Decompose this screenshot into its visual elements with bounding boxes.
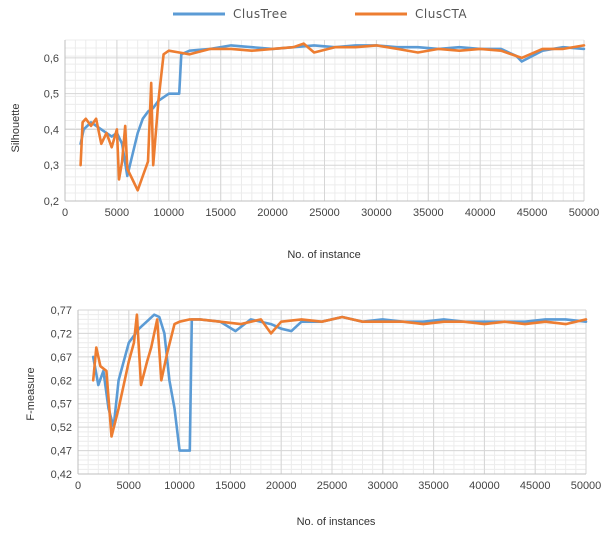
x-tick-label: 20000 xyxy=(266,480,297,492)
y-tick-label: 0,57 xyxy=(51,399,72,411)
f-measure-y-ticks: 0,42 0,47 0,52 0,57 0,62 0,67 0,72 0,77 xyxy=(51,305,72,481)
f-measure-series xyxy=(91,313,588,452)
y-tick-label: 0,4 xyxy=(44,124,59,136)
silhouette-chart: 0,2 0,3 0,4 0,5 0,6 0 5000 10000 15000 20000 2500… xyxy=(10,39,599,261)
x-tick-label: 50000 xyxy=(569,207,600,219)
y-tick-label: 0,2 xyxy=(44,196,59,208)
x-tick-label: 25000 xyxy=(309,207,340,219)
x-tick-label: 35000 xyxy=(413,207,444,219)
y-tick-label: 0,67 xyxy=(51,352,72,364)
legend: ClusTree ClusCTA xyxy=(173,7,467,21)
f-measure-x-axis-title: No. of instances xyxy=(297,516,376,528)
legend-label-cluscta: ClusCTA xyxy=(415,7,467,21)
x-tick-label: 0 xyxy=(62,207,68,219)
y-tick-label: 0,5 xyxy=(44,89,59,101)
x-tick-label: 15000 xyxy=(215,480,246,492)
x-tick-label: 45000 xyxy=(520,480,551,492)
x-tick-label: 10000 xyxy=(164,480,195,492)
x-tick-label: 30000 xyxy=(361,207,392,219)
f-measure-chart: 0,42 0,47 0,52 0,57 0,62 0,67 0,72 0,77 0 5000 10… xyxy=(25,305,601,528)
silhouette-y-axis-title: Silhouette xyxy=(10,104,22,153)
silhouette-x-ticks: 0 5000 10000 15000 20000 25000 30000 35000 40000… xyxy=(62,207,599,219)
y-tick-label: 0,62 xyxy=(51,375,72,387)
y-tick-label: 0,47 xyxy=(51,446,72,458)
x-tick-label: 15000 xyxy=(205,207,236,219)
x-tick-label: 45000 xyxy=(517,207,548,219)
silhouette-series xyxy=(79,42,586,192)
series-line-clustree xyxy=(91,313,588,452)
x-tick-label: 25000 xyxy=(317,480,348,492)
x-tick-label: 10000 xyxy=(154,207,185,219)
f-measure-y-axis-title: F-measure xyxy=(25,367,37,420)
x-tick-label: 50000 xyxy=(571,480,602,492)
y-tick-label: 0,77 xyxy=(51,305,72,317)
x-tick-label: 35000 xyxy=(418,480,449,492)
series-line-cluscta xyxy=(91,313,588,438)
f-measure-x-ticks: 0 5000 10000 15000 20000 25000 30000 35000 40000… xyxy=(75,480,601,492)
silhouette-y-ticks: 0,2 0,3 0,4 0,5 0,6 xyxy=(44,53,59,208)
y-tick-label: 0,72 xyxy=(51,328,72,340)
legend-label-clustree: ClusTree xyxy=(233,7,288,21)
y-tick-label: 0,3 xyxy=(44,160,59,172)
x-tick-label: 30000 xyxy=(368,480,399,492)
x-tick-label: 40000 xyxy=(465,207,496,219)
series-line-clustree xyxy=(79,44,586,178)
series-line-cluscta xyxy=(79,42,586,192)
y-tick-label: 0,6 xyxy=(44,53,59,65)
y-tick-label: 0,52 xyxy=(51,422,72,434)
silhouette-x-axis-title: No. of instance xyxy=(287,249,360,261)
x-tick-label: 5000 xyxy=(117,480,141,492)
x-tick-label: 20000 xyxy=(257,207,288,219)
x-tick-label: 5000 xyxy=(105,207,129,219)
x-tick-label: 40000 xyxy=(469,480,500,492)
y-tick-label: 0,42 xyxy=(51,469,72,481)
x-tick-label: 0 xyxy=(75,480,81,492)
